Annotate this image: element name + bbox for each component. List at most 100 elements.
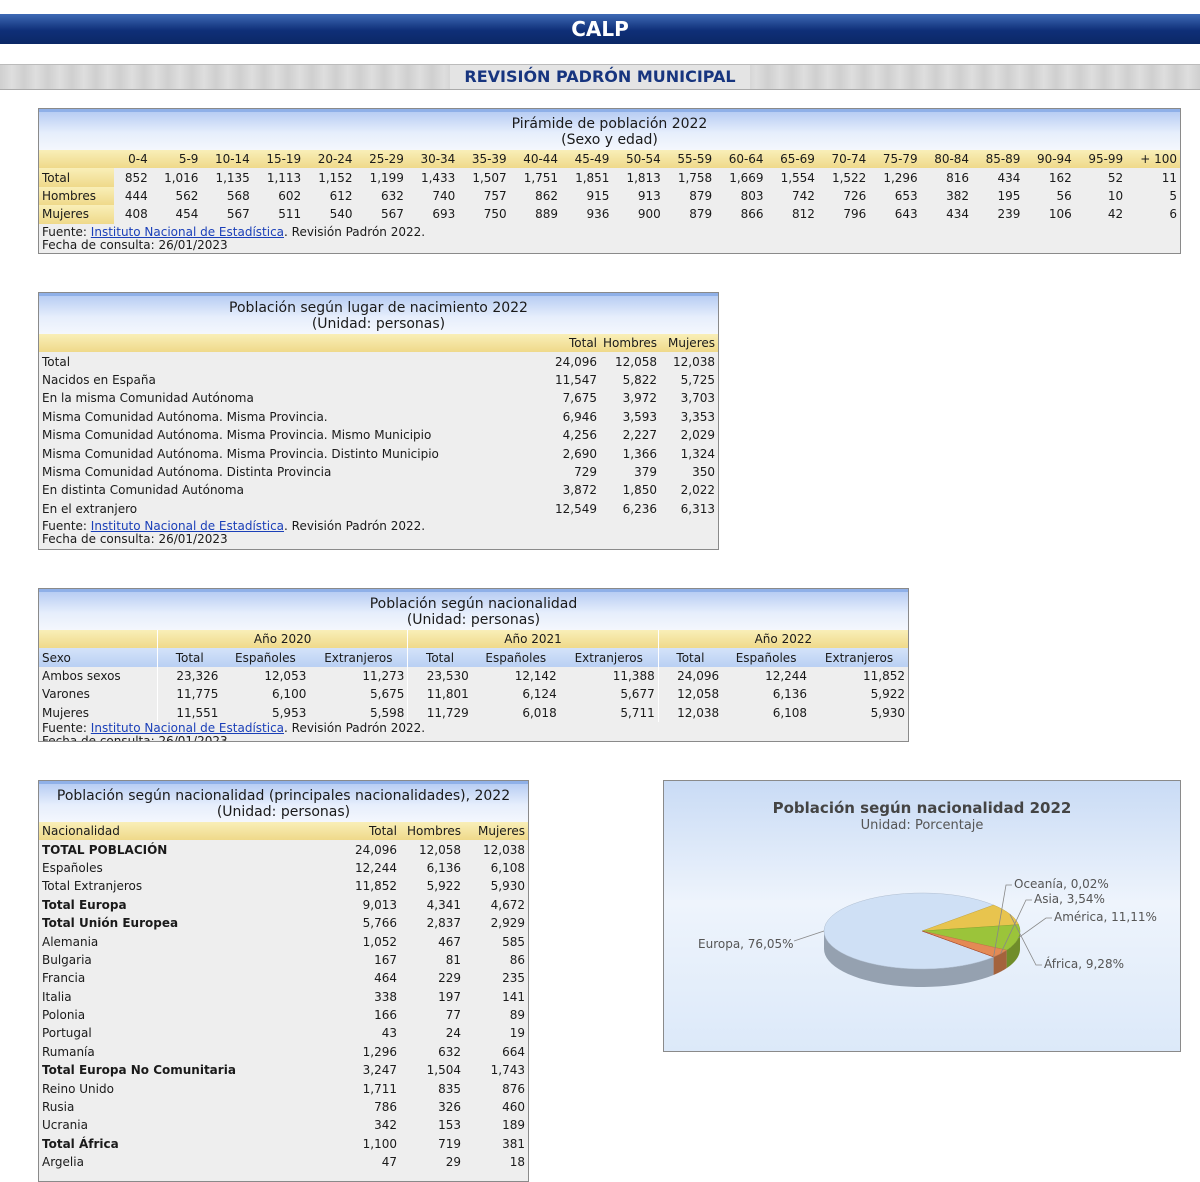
table-cell: 77 [400, 1006, 464, 1024]
table-cell: 2,929 [464, 914, 528, 932]
table-cell: 11,273 [309, 667, 408, 685]
table-cell: 6,108 [722, 704, 810, 722]
table-cell: 162 [1023, 168, 1074, 186]
row-label: Varones [39, 685, 158, 703]
row-label: Ambos sexos [39, 667, 158, 685]
table-cell: 726 [818, 187, 869, 205]
table-cell: 454 [151, 205, 202, 223]
table-cell: 1,152 [304, 168, 355, 186]
year-header: Año 2020 [158, 630, 408, 648]
table-cell: 4,341 [400, 896, 464, 914]
row-label: Misma Comunidad Autónoma. Misma Provinci… [39, 444, 542, 462]
table-cell: 796 [818, 205, 869, 223]
row-label: Alemania [39, 932, 336, 950]
ine-link[interactable]: Instituto Nacional de Estadística [91, 519, 284, 533]
row-label: Total [39, 352, 542, 370]
piramide-box: Pirámide de población 2022 (Sexo y edad)… [38, 108, 1181, 254]
table-cell: 23,326 [158, 667, 222, 685]
table-cell: 24 [400, 1024, 464, 1042]
table-cell: 11,551 [158, 704, 222, 722]
table-cell: 632 [400, 1043, 464, 1061]
table-cell: 11,852 [810, 667, 908, 685]
sub-column-header: Total [658, 648, 722, 666]
corner-cell [39, 150, 114, 168]
column-header: 10-14 [201, 150, 252, 168]
table-cell: 5,922 [400, 877, 464, 895]
row-label: En la misma Comunidad Autónoma [39, 389, 542, 407]
table-cell: 11,775 [158, 685, 222, 703]
table-cell: 913 [612, 187, 663, 205]
column-header: Mujeres [660, 334, 718, 352]
table-cell: 4,672 [464, 896, 528, 914]
table-cell: 24,096 [658, 667, 722, 685]
table-cell: 12,244 [336, 859, 400, 877]
column-header: Hombres [400, 822, 464, 840]
table-cell: 5,675 [309, 685, 408, 703]
principales-box: Población según nacionalidad (principale… [38, 780, 529, 1182]
row-label: Hombres [39, 187, 114, 205]
corner-cell [39, 630, 158, 648]
row-label: Portugal [39, 1024, 336, 1042]
nacimiento-source: Fuente: Instituto Nacional de Estadístic… [39, 518, 718, 546]
principales-title: Población según nacionalidad (principale… [39, 788, 528, 804]
sub-column-header: Extranjeros [309, 648, 408, 666]
nacionalidad-box: Población según nacionalidad (Unidad: pe… [38, 588, 909, 742]
table-cell: 664 [464, 1043, 528, 1061]
table-cell: 24,096 [336, 840, 400, 858]
row-label: Rusia [39, 1098, 336, 1116]
sub-column-header: Españoles [472, 648, 560, 666]
table-cell: 900 [612, 205, 663, 223]
sub-column-header: Españoles [722, 648, 810, 666]
table-cell: 585 [464, 932, 528, 950]
ine-link[interactable]: Instituto Nacional de Estadística [91, 225, 284, 239]
table-cell: 235 [464, 969, 528, 987]
table-cell: 879 [664, 205, 715, 223]
nacionalidad-title: Población según nacionalidad [39, 596, 908, 612]
table-cell: 3,703 [660, 389, 718, 407]
table-cell: 11,388 [560, 667, 659, 685]
table-cell: 6,236 [600, 500, 660, 518]
table-cell: 6,946 [542, 408, 600, 426]
table-cell: 189 [464, 1116, 528, 1134]
table-cell: 1,100 [336, 1135, 400, 1153]
pie-slice-label: América, 11,11% [1054, 910, 1157, 924]
ine-link[interactable]: Instituto Nacional de Estadística [91, 721, 284, 735]
row-label: Bulgaria [39, 951, 336, 969]
piramide-subtitle: (Sexo y edad) [39, 132, 1180, 148]
table-cell: 5,930 [810, 704, 908, 722]
table-cell: 5,711 [560, 704, 659, 722]
table-cell: 1,711 [336, 1079, 400, 1097]
table-cell: 3,872 [542, 481, 600, 499]
table-cell: 1,751 [510, 168, 561, 186]
row-label: TOTAL POBLACIÓN [39, 840, 336, 858]
column-header: Total [542, 334, 600, 352]
table-cell: 239 [972, 205, 1023, 223]
table-cell: 1,851 [561, 168, 612, 186]
table-cell: 653 [869, 187, 920, 205]
table-cell: 567 [356, 205, 407, 223]
row-label: Argelia [39, 1153, 336, 1171]
column-header: Hombres [600, 334, 660, 352]
table-cell: 382 [921, 187, 972, 205]
pie-svg: Europa, 76,05%África, 9,28%América, 11,1… [664, 781, 1180, 1051]
table-cell: 89 [464, 1006, 528, 1024]
column-header: 85-89 [972, 150, 1023, 168]
table-cell: 338 [336, 988, 400, 1006]
column-header: Total [336, 822, 400, 840]
table-cell: 511 [253, 205, 304, 223]
row-label: Nacidos en España [39, 371, 542, 389]
principales-header: Población según nacionalidad (principale… [39, 781, 528, 822]
sexo-header: Sexo [39, 648, 158, 666]
table-cell: 3,247 [336, 1061, 400, 1079]
nacimiento-box: Población según lugar de nacimiento 2022… [38, 292, 719, 550]
nacimiento-header: Población según lugar de nacimiento 2022… [39, 293, 718, 334]
page-subtitle: REVISIÓN PADRÓN MUNICIPAL [450, 65, 749, 89]
